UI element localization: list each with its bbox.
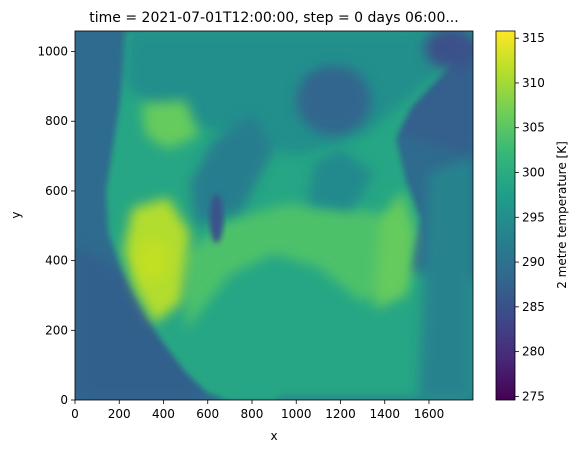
- atlantic-region: [417, 156, 473, 400]
- y-tick-label: 600: [45, 184, 68, 198]
- x-axis: 0 200 400 600 800 1000 1200 1400 1600: [71, 400, 444, 421]
- x-tick-label: 1200: [325, 407, 356, 421]
- southwest-hot-spot: [136, 239, 168, 282]
- colorbar-tick-label: 275: [522, 389, 545, 403]
- arctic-cool-spot: [424, 31, 473, 69]
- x-tick-label: 1400: [369, 407, 400, 421]
- y-tick-label: 0: [60, 393, 68, 407]
- hudson-bay-ring: [296, 65, 372, 136]
- y-tick-label: 1000: [37, 45, 68, 59]
- east-coast-warm-region: [373, 190, 416, 310]
- great-lakes-region: [307, 149, 374, 212]
- x-axis-label: x: [270, 429, 277, 443]
- colorbar-tick-label: 295: [522, 210, 545, 224]
- x-tick-label: 0: [71, 407, 79, 421]
- y-axis-label: y: [9, 211, 23, 218]
- colorbar-ticks: 275 280 285 290 295 300 305 310 315: [515, 31, 545, 403]
- central-plains-region: [185, 204, 407, 331]
- y-tick-label: 200: [45, 323, 68, 337]
- rockies-region: [190, 114, 275, 226]
- colorbar-tick-label: 315: [522, 31, 545, 45]
- colorbar-tick-label: 290: [522, 255, 545, 269]
- y-tick-label: 800: [45, 114, 68, 128]
- heatmap-regions: [75, 31, 473, 400]
- x-tick-label: 200: [108, 407, 131, 421]
- x-tick-label: 1600: [414, 407, 445, 421]
- ocean-south-region: [75, 243, 208, 400]
- x-tick-label: 800: [241, 407, 264, 421]
- colorbar: [495, 30, 516, 401]
- x-tick-label: 600: [196, 407, 219, 421]
- colorbar-tick-label: 305: [522, 121, 545, 135]
- colorbar-tick-label: 300: [522, 166, 545, 180]
- colorbar-label: 2 metre temperature [K]: [555, 141, 569, 289]
- northwest-warm-region: [141, 100, 199, 150]
- heatmap-plot-area: [75, 31, 473, 400]
- cold-trough-west: [209, 194, 224, 244]
- chart-title: time = 2021-07-01T12:00:00, step = 0 day…: [89, 10, 458, 26]
- y-tick-label: 400: [45, 254, 68, 268]
- colorbar-tick-label: 280: [522, 345, 545, 359]
- x-tick-label: 400: [152, 407, 175, 421]
- plot-frame: [74, 30, 474, 401]
- x-tick-label: 1000: [281, 407, 312, 421]
- colorbar-tick-label: 285: [522, 300, 545, 314]
- colorbar-tick-label: 310: [522, 76, 545, 90]
- y-axis: 0 200 400 600 800 1000: [37, 45, 75, 407]
